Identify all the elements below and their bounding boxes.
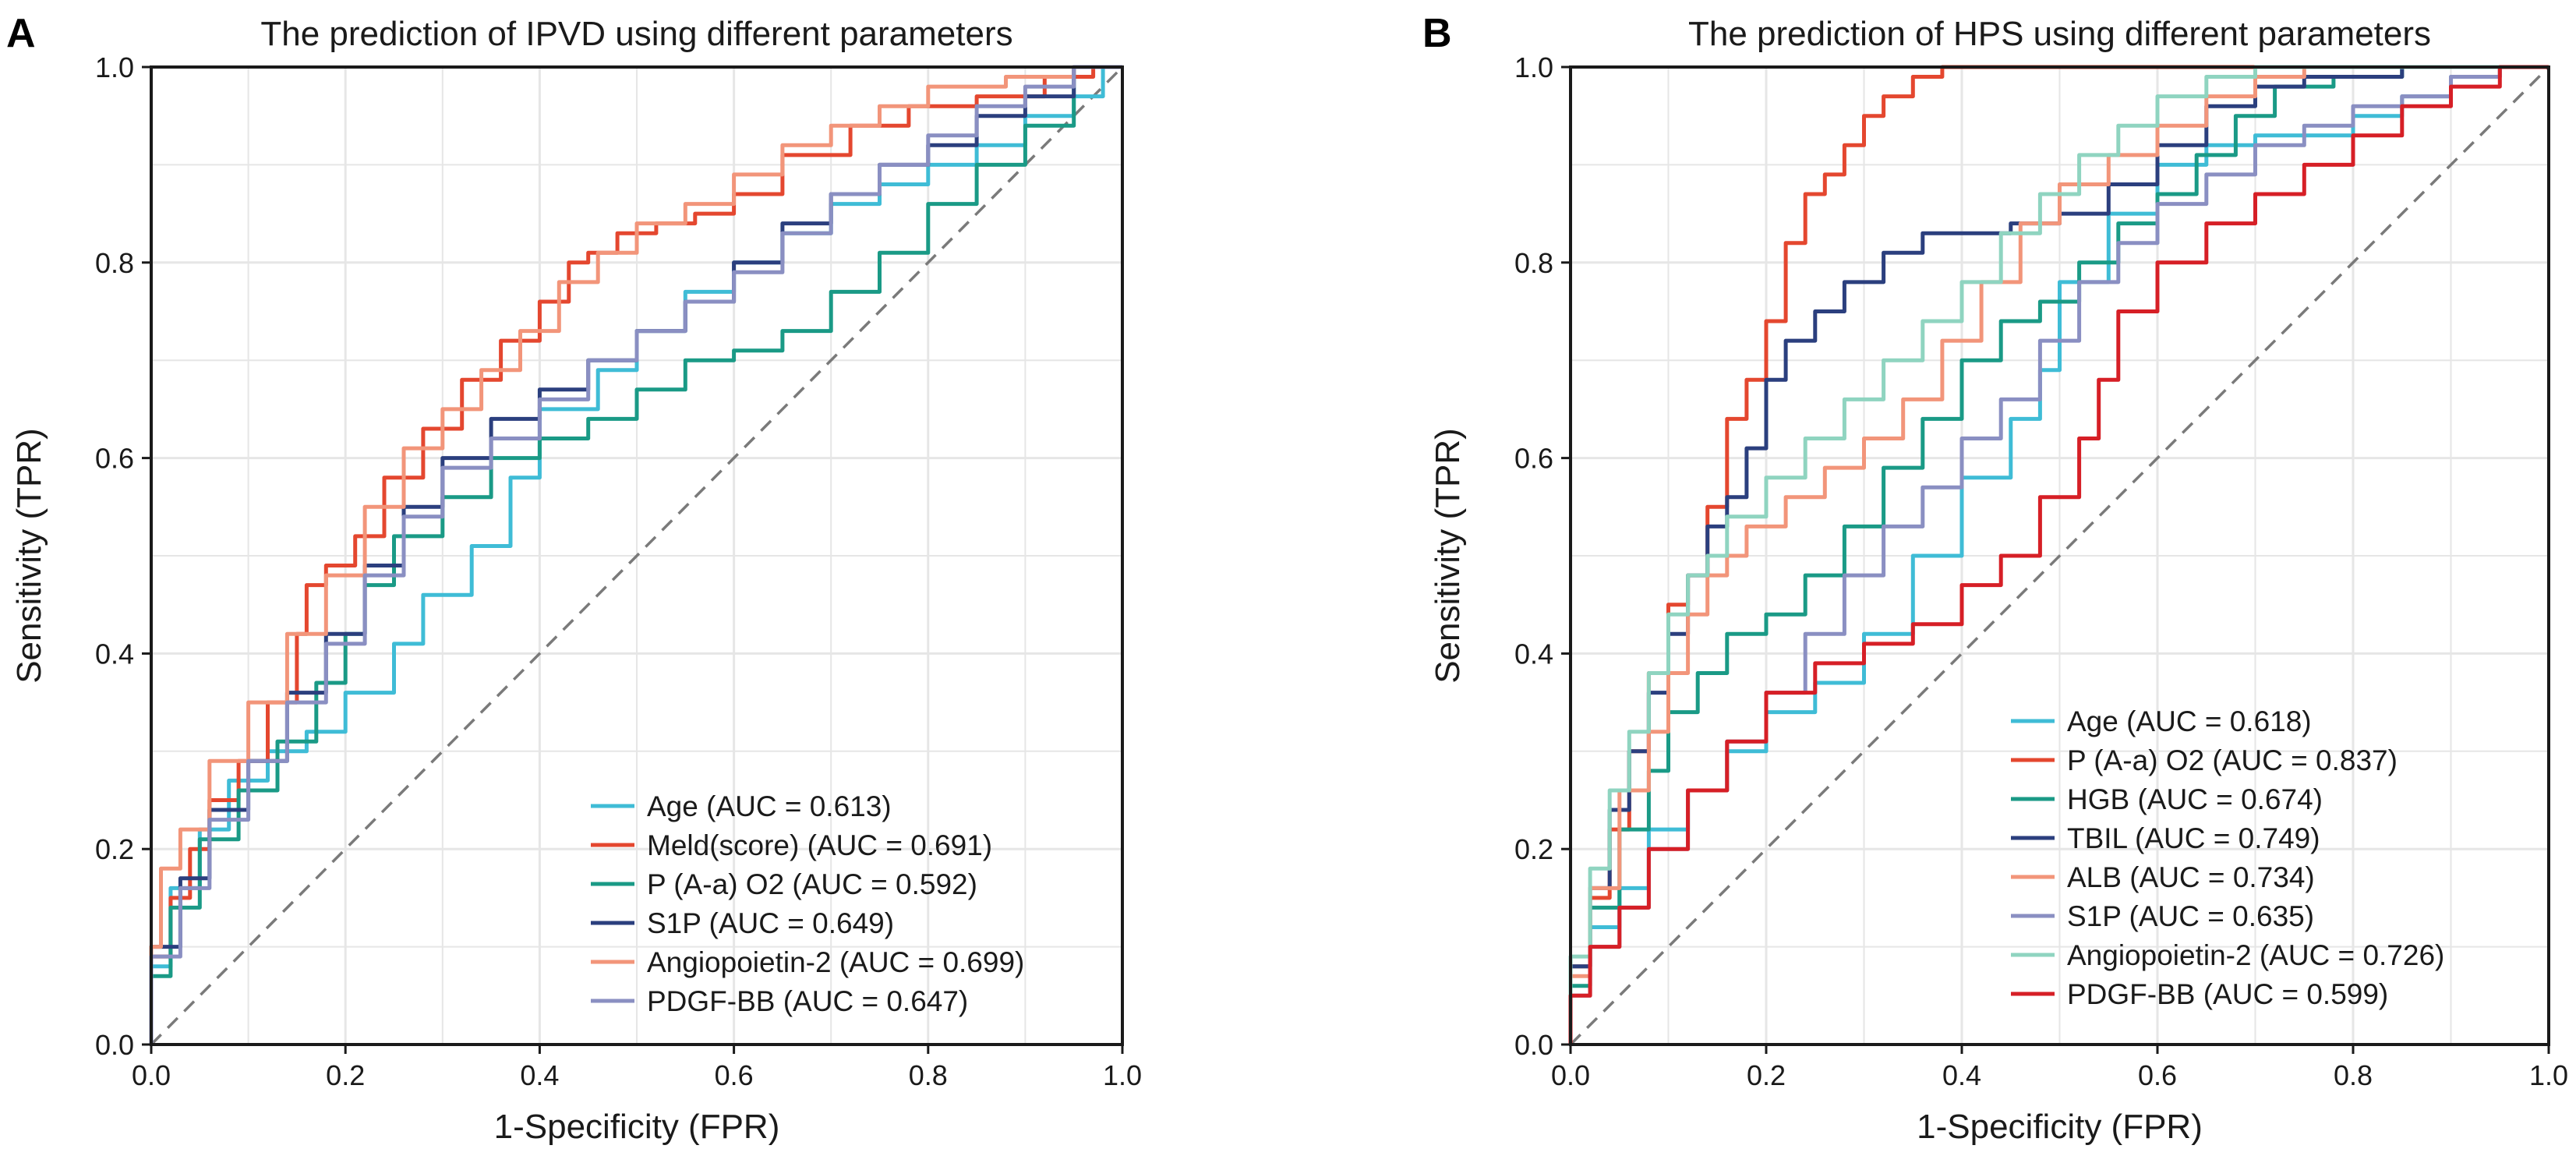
x-tick-label: 0.6	[715, 1059, 754, 1091]
x-axis-label: 1-Specificity (FPR)	[494, 1108, 780, 1146]
legend-label: Age (AUC = 0.613)	[647, 790, 892, 822]
y-tick-label: 0.8	[95, 247, 134, 279]
legend-label: Meld(score) (AUC = 0.691)	[647, 829, 992, 861]
legend-label: Angiopoietin-2 (AUC = 0.726)	[2067, 939, 2444, 971]
legend-label: HGB (AUC = 0.674)	[2067, 783, 2323, 815]
plot-frame	[1569, 65, 2550, 1046]
x-tick-label: 0.2	[1747, 1059, 1786, 1091]
roc-curve-hgb	[1568, 65, 2549, 1045]
legend: Age (AUC = 0.613) Meld(score) (AUC = 0.69…	[591, 790, 1024, 1017]
y-tick-label: 0.2	[1514, 833, 1553, 865]
y-tick-label: 0.0	[1514, 1029, 1553, 1061]
y-tick-label: 1.0	[1514, 51, 1553, 83]
y-tick-label: 1.0	[95, 51, 134, 83]
roc-curve-angiopoietin-2	[149, 65, 1122, 1045]
chart-panel-a: A The prediction of IPVD using different …	[6, 11, 1142, 1146]
plot-frame	[150, 65, 1124, 1046]
legend-label: ALB (AUC = 0.734)	[2067, 861, 2315, 893]
roc-curve-pdgf-bb	[149, 65, 1122, 1045]
y-tick-label: 0.4	[95, 638, 134, 670]
legend-label: S1P (AUC = 0.649)	[647, 907, 894, 939]
legend: Age (AUC = 0.618) P (A-a) O2 (AUC = 0.837…	[2011, 705, 2444, 1010]
legend-label: PDGF-BB (AUC = 0.599)	[2067, 978, 2388, 1010]
y-axis-label: Sensitivity (TPR)	[1429, 428, 1467, 684]
x-tick-label: 0.0	[132, 1059, 171, 1091]
y-tick-label: 0.0	[95, 1029, 134, 1061]
y-tick-label: 0.6	[95, 443, 134, 475]
roc-curve-pdgf-bb	[1568, 65, 2549, 1045]
legend-label: TBIL (AUC = 0.749)	[2067, 822, 2320, 854]
legend-label: Angiopoietin-2 (AUC = 0.699)	[647, 946, 1024, 978]
legend-label: P (A-a) O2 (AUC = 0.837)	[2067, 744, 2398, 776]
legend-label: P (A-a) O2 (AUC = 0.592)	[647, 868, 977, 900]
x-tick-label: 0.2	[326, 1059, 365, 1091]
chart-title: The prediction of IPVD using different p…	[260, 15, 1012, 53]
x-tick-label: 0.8	[2334, 1059, 2373, 1091]
chart-title: The prediction of HPS using different pa…	[1688, 15, 2431, 53]
x-tick-label: 0.0	[1551, 1059, 1590, 1091]
reference-diagonal	[1569, 65, 2550, 1046]
x-tick-label: 0.4	[1942, 1059, 1981, 1091]
y-tick-label: 0.4	[1514, 638, 1553, 670]
panel-letter: A	[6, 11, 36, 56]
x-tick-label: 1.0	[1103, 1059, 1142, 1091]
x-axis-label: 1-Specificity (FPR)	[1917, 1108, 2203, 1146]
legend-label: Age (AUC = 0.618)	[2067, 705, 2312, 737]
y-tick-label: 0.6	[1514, 443, 1553, 475]
reference-diagonal	[150, 65, 1124, 1046]
x-tick-label: 1.0	[2529, 1059, 2568, 1091]
legend-label: PDGF-BB (AUC = 0.647)	[647, 985, 968, 1017]
y-axis-label: Sensitivity (TPR)	[10, 428, 48, 684]
y-tick-label: 0.2	[95, 833, 134, 865]
panel-letter: B	[1422, 11, 1452, 56]
roc-curve-angiopoietin-2	[1568, 65, 2549, 1045]
x-tick-label: 0.6	[2138, 1059, 2177, 1091]
roc-curve-alb	[1568, 65, 2549, 1045]
y-tick-label: 0.8	[1514, 247, 1553, 279]
x-tick-label: 0.4	[520, 1059, 559, 1091]
legend-label: S1P (AUC = 0.635)	[2067, 900, 2314, 932]
x-tick-label: 0.8	[909, 1059, 948, 1091]
chart-panel-b: B The prediction of HPS using different p…	[1422, 11, 2568, 1146]
